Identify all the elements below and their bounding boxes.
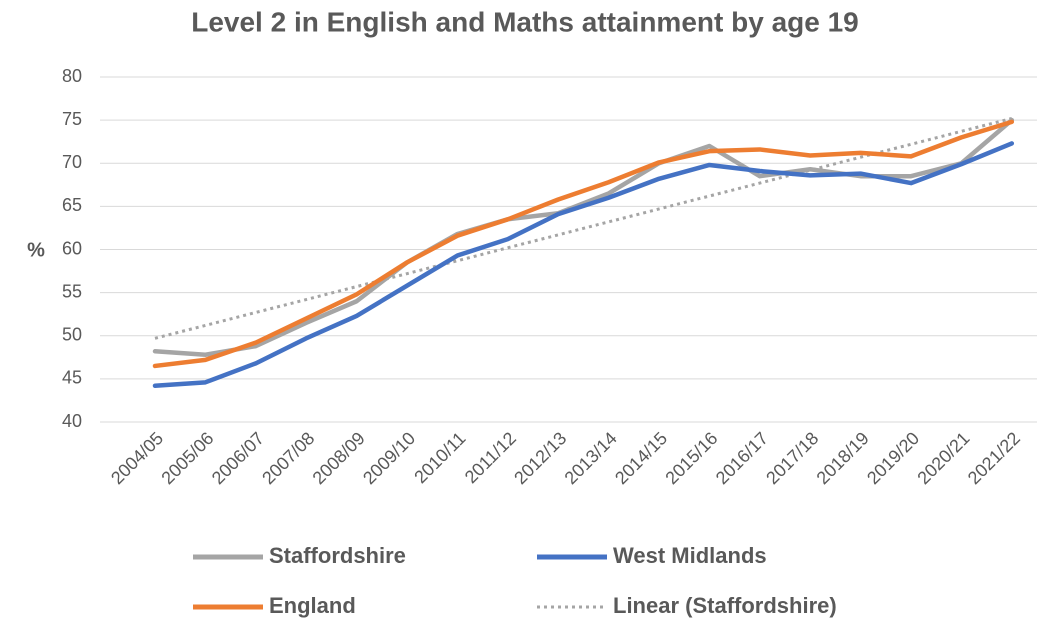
series-line [152,141,1015,389]
legend-label: Staffordshire [269,543,406,568]
y-tick-label: 75 [62,109,82,129]
y-tick-label: 60 [62,238,82,258]
y-tick-label: 70 [62,152,82,172]
y-tick-label: 40 [62,411,82,431]
y-tick-label: 65 [62,195,82,215]
series-line [152,119,1015,369]
y-tick-label: 80 [62,66,82,86]
legend-label: Linear (Staffordshire) [613,593,837,618]
chart-title: Level 2 in English and Maths attainment … [191,6,859,37]
y-tick-label: 50 [62,325,82,345]
legend-label: West Midlands [613,543,767,568]
legend-label: England [269,593,356,618]
y-axis-label: % [27,239,45,261]
y-tick-label: 45 [62,368,82,388]
y-tick-label: 55 [62,281,82,301]
